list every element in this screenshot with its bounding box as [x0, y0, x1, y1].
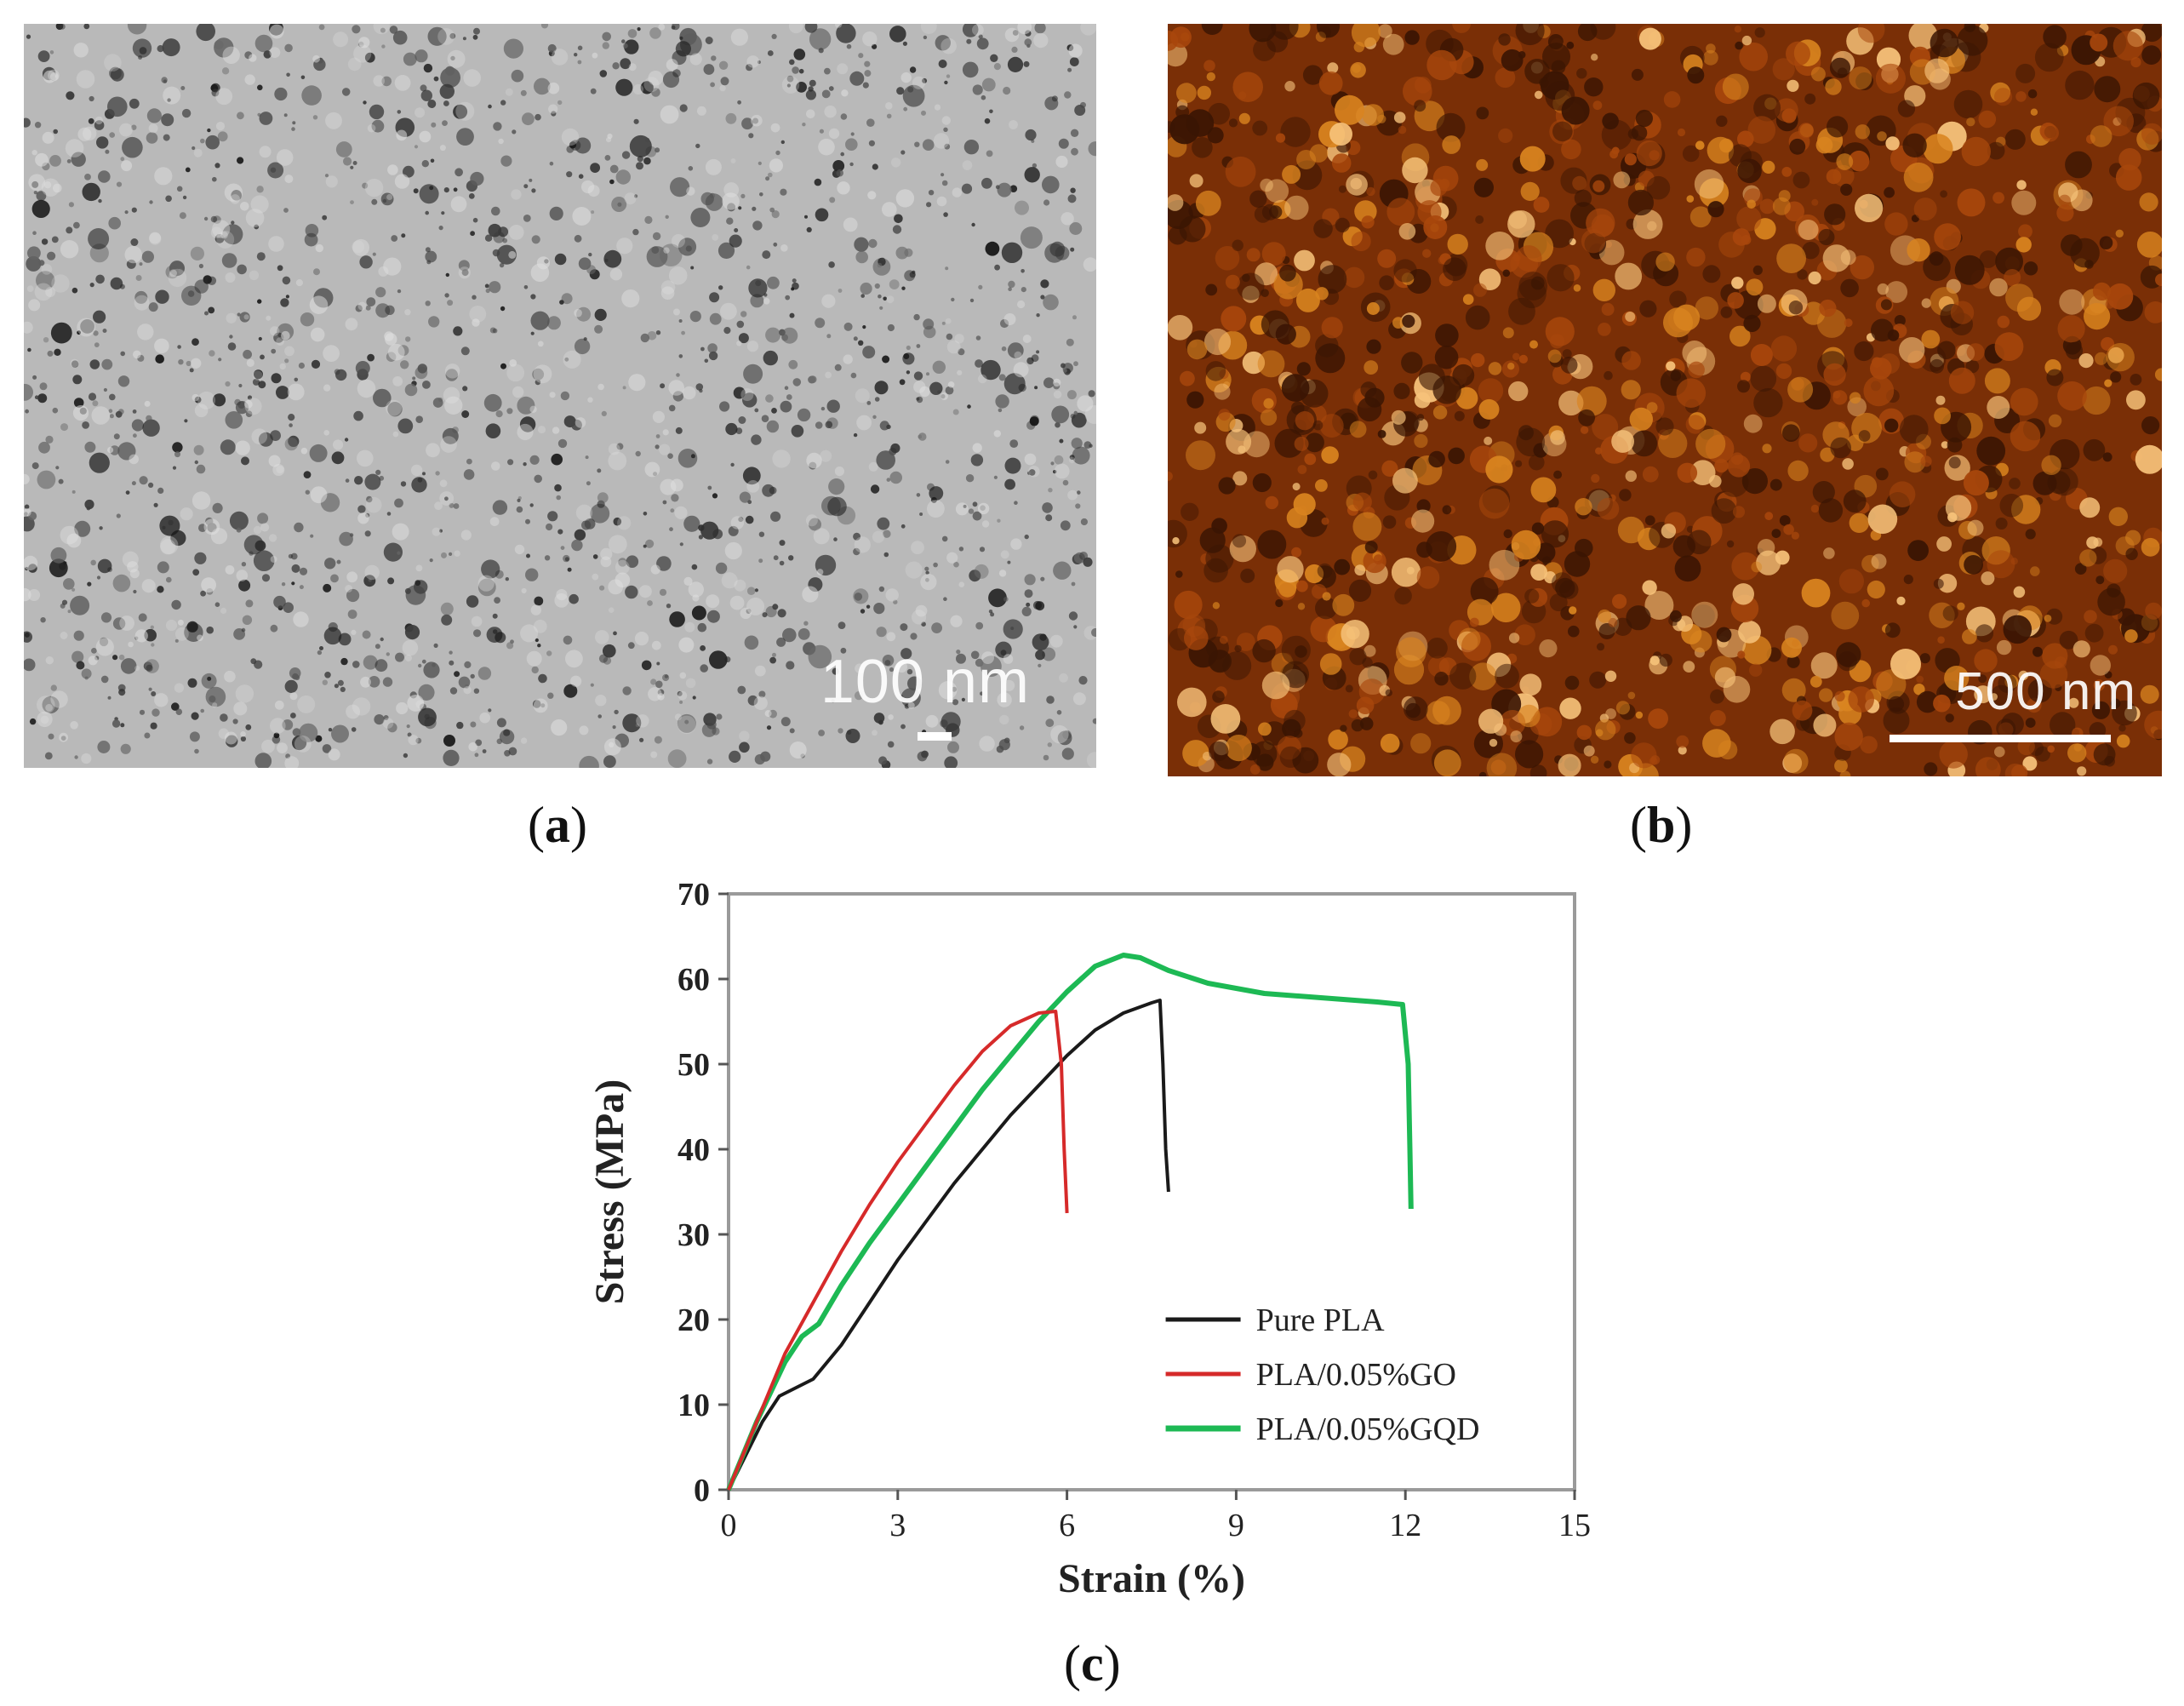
plot-area: [727, 892, 1576, 1491]
micrograph-a-texture: [24, 24, 1096, 768]
caption-b: (b): [1630, 797, 1693, 853]
caption-c: (c): [1064, 1635, 1121, 1692]
series-line-0: [727, 999, 1170, 1491]
y-tick-label: 30: [677, 1217, 710, 1253]
micrograph-a: 100 nm: [24, 24, 1096, 768]
micrograph-a-background: [24, 24, 1096, 768]
stress-strain-chart: 0 10 20 30 40 50 60 70 0 3 6 9 12 15 Strain (%) Stress …: [587, 877, 1591, 1601]
y-tick-label: 70: [677, 877, 710, 913]
x-tick-label: 12: [1389, 1508, 1421, 1543]
caption-b-letter: b: [1646, 797, 1676, 853]
caption-a-letter: a: [544, 797, 570, 853]
x-tick-label: 15: [1558, 1508, 1591, 1543]
series-line-1: [727, 1010, 1069, 1491]
caption-a: (a): [528, 797, 587, 853]
scale-bar-a: [918, 732, 952, 741]
scale-bar-b: [1890, 735, 2111, 742]
micrograph-b: 500 nm: [1168, 24, 2162, 776]
y-tick-label: 50: [677, 1047, 710, 1083]
scale-label-a: 100 nm: [820, 648, 1030, 716]
y-tick-label: 10: [677, 1388, 710, 1423]
y-tick-label: 0: [694, 1473, 710, 1508]
legend-label-0: Pure PLA: [1256, 1302, 1386, 1338]
series-line-2: [726, 953, 1414, 1491]
scale-label-b: 500 nm: [1955, 662, 2136, 721]
x-axis-label: Strain (%): [1058, 1556, 1245, 1601]
x-tick-label: 3: [889, 1508, 906, 1543]
micrograph-b-texture: [1168, 24, 2162, 776]
micrograph-a-particles: [24, 24, 1096, 768]
y-tick-label: 40: [677, 1132, 710, 1168]
caption-c-letter: c: [1080, 1635, 1104, 1692]
y-tick-label: 20: [677, 1302, 710, 1338]
x-tick-label: 6: [1059, 1508, 1075, 1543]
y-tick-label: 60: [677, 962, 710, 998]
legend-label-1: PLA/0.05%GO: [1256, 1357, 1456, 1393]
y-axis-label: Stress (MPa): [587, 1079, 632, 1304]
micrograph-b-features: [1168, 24, 2162, 776]
legend-label-2: PLA/0.05%GQD: [1256, 1411, 1480, 1447]
x-tick-label: 0: [721, 1508, 737, 1543]
x-tick-label: 9: [1228, 1508, 1244, 1543]
